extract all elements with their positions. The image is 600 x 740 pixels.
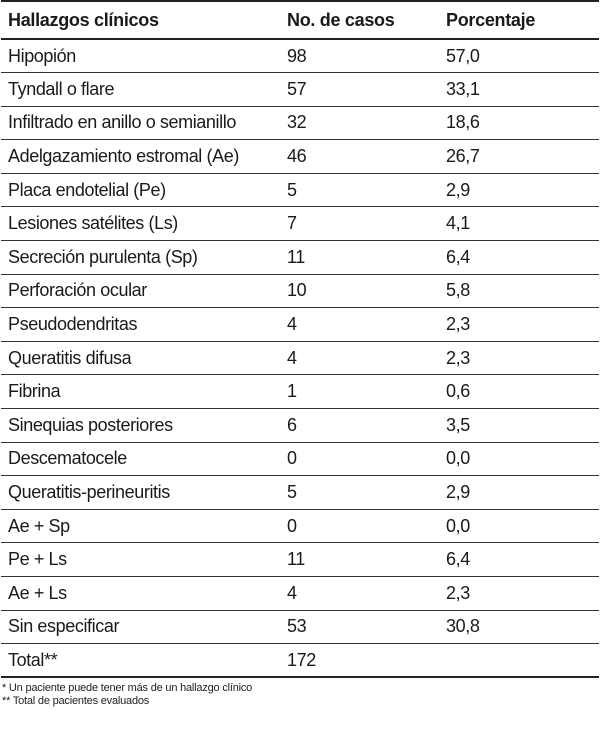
clinical-findings-table: Hallazgos clínicos No. de casos Porcenta… [1,0,599,679]
table-row: Adelgazamiento estromal (Ae) 46 26,7 [1,139,599,174]
cell-cases: 98 [280,39,439,74]
cell-percentage: 2,3 [439,341,599,376]
cell-finding: Pseudodendritas [1,307,280,342]
cell-finding: Descematocele [1,442,280,477]
cell-finding: Fibrina [1,374,280,410]
cell-finding: Perforación ocular [1,274,280,309]
cell-percentage: 57,0 [439,39,599,74]
table-row: Queratitis difusa 4 2,3 [1,341,599,376]
table-row: Tyndall o flare 57 33,1 [1,72,599,107]
cell-finding: Ae + Ls [1,576,280,611]
cell-percentage: 0,0 [439,442,599,477]
cell-percentage: 6,4 [439,542,599,577]
table-row: Descematocele 0 0,0 [1,442,599,477]
cell-percentage: 4,1 [439,206,599,242]
table-row: Pe + Ls 11 6,4 [1,542,599,577]
total-row: Total** 172 [1,643,599,679]
cell-cases: 46 [280,139,439,174]
cell-finding: Queratitis difusa [1,341,280,376]
cell-percentage: 30,8 [439,610,599,645]
header-findings: Hallazgos clínicos [1,0,280,40]
cell-cases: 0 [280,442,439,477]
cell-cases: 4 [280,307,439,342]
cell-finding: Pe + Ls [1,542,280,577]
header-row: Hallazgos clínicos No. de casos Porcenta… [1,0,599,40]
table-row: Infiltrado en anillo o semianillo 32 18,6 [1,106,599,141]
cell-finding: Secreción purulenta (Sp) [1,240,280,275]
table-row: Fibrina 1 0,6 [1,374,599,410]
table-row: Ae + Ls 4 2,3 [1,576,599,611]
cell-percentage: 5,8 [439,274,599,309]
table-footnotes: * Un paciente puede tener más de un hall… [0,682,600,708]
cell-cases: 6 [280,408,439,443]
table-row: Lesiones satélites (Ls) 7 4,1 [1,206,599,242]
table-body: Hipopión 98 57,0 Tyndall o flare 57 33,1 Infil… [1,39,599,679]
cell-cases: 57 [280,72,439,107]
cell-finding: Queratitis-perineuritis [1,475,280,510]
cell-cases: 7 [280,206,439,242]
cell-cases: 1 [280,374,439,410]
findings-table-container: Hallazgos clínicos No. de casos Porcenta… [0,0,600,708]
cell-percentage: 3,5 [439,408,599,443]
table-header: Hallazgos clínicos No. de casos Porcenta… [1,0,599,40]
cell-finding: Ae + Sp [1,509,280,544]
cell-finding: Placa endotelial (Pe) [1,173,280,208]
cell-percentage: 2,3 [439,307,599,342]
header-percentage: Porcentaje [439,0,599,40]
cell-finding: Tyndall o flare [1,72,280,107]
cell-percentage: 0,6 [439,374,599,410]
cell-finding: Sin especificar [1,610,280,645]
total-percentage [439,643,599,679]
cell-finding: Infiltrado en anillo o semianillo [1,106,280,141]
cell-percentage: 0,0 [439,509,599,544]
header-cases: No. de casos [280,0,439,40]
cell-cases: 5 [280,173,439,208]
total-cases: 172 [280,643,439,679]
table-row: Queratitis-perineuritis 5 2,9 [1,475,599,510]
cell-cases: 11 [280,542,439,577]
cell-cases: 5 [280,475,439,510]
footnote-2: ** Total de pacientes evaluados [2,695,150,708]
cell-percentage: 33,1 [439,72,599,107]
total-label: Total** [1,643,280,679]
cell-finding: Sinequias posteriores [1,408,280,443]
table-row: Pseudodendritas 4 2,3 [1,307,599,342]
cell-cases: 10 [280,274,439,309]
cell-percentage: 18,6 [439,106,599,141]
cell-cases: 4 [280,576,439,611]
cell-cases: 4 [280,341,439,376]
table-row: Placa endotelial (Pe) 5 2,9 [1,173,599,208]
cell-percentage: 26,7 [439,139,599,174]
cell-cases: 11 [280,240,439,275]
table-row: Sin especificar 53 30,8 [1,610,599,645]
table-row: Hipopión 98 57,0 [1,39,599,74]
cell-cases: 0 [280,509,439,544]
cell-cases: 32 [280,106,439,141]
cell-percentage: 2,9 [439,173,599,208]
table-row: Perforación ocular 10 5,8 [1,274,599,309]
footnote-1: * Un paciente puede tener más de un hall… [2,682,253,695]
table-row: Ae + Sp 0 0,0 [1,509,599,544]
cell-percentage: 2,3 [439,576,599,611]
table-row: Secreción purulenta (Sp) 11 6,4 [1,240,599,275]
cell-percentage: 2,9 [439,475,599,510]
cell-percentage: 6,4 [439,240,599,275]
table-row: Sinequias posteriores 6 3,5 [1,408,599,443]
cell-finding: Hipopión [1,39,280,74]
cell-cases: 53 [280,610,439,645]
cell-finding: Lesiones satélites (Ls) [1,206,280,242]
cell-finding: Adelgazamiento estromal (Ae) [1,139,280,174]
